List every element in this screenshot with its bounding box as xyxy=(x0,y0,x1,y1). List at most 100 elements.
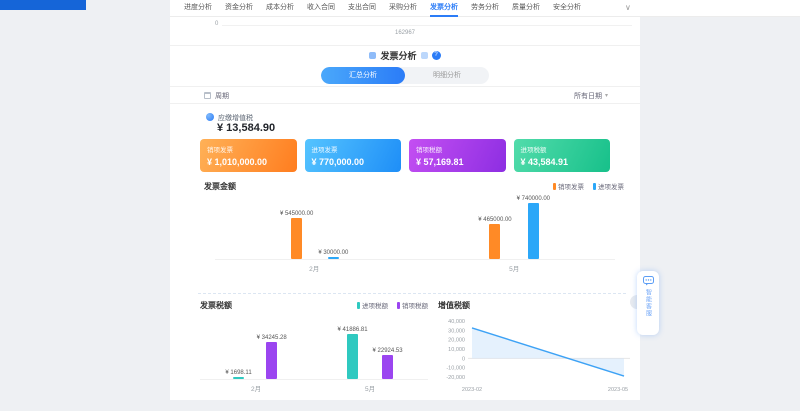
bar-进项税额 xyxy=(233,377,245,379)
svg-text:2023-05: 2023-05 xyxy=(608,387,628,393)
divider xyxy=(170,86,640,87)
bar-value-label: ¥ 465000.00 xyxy=(478,217,512,223)
tab-采购分析[interactable]: 采购分析 xyxy=(389,3,417,11)
period-label: 周期 xyxy=(215,92,229,100)
tab-成本分析[interactable]: 成本分析 xyxy=(266,3,294,11)
svg-text:0: 0 xyxy=(462,356,465,362)
bar-group: ¥ 1698.11 ¥ 34245.28 2月 xyxy=(225,317,286,393)
summary-cards: 销项发票 ¥ 1,010,000.00 进项发票 ¥ 770,000.00 销项税额 ¥ … xyxy=(200,139,610,172)
chart-title-invoice-tax: 发票税额 xyxy=(200,300,232,310)
partial-gridline xyxy=(222,25,632,26)
legend-label: 销项发票 xyxy=(558,184,584,191)
svg-text:-20,000: -20,000 xyxy=(446,375,465,381)
x-axis-label: 5月 xyxy=(509,266,520,273)
invoice-tax-chart: 发票税额 进项税额 销项税额 ¥ 1698.11 ¥ 34245.28 2月 ¥ 418… xyxy=(200,299,428,411)
card-value: ¥ 1,010,000.00 xyxy=(207,157,268,167)
date-range-dropdown[interactable]: 所有日期 ▾ xyxy=(574,91,608,101)
tab-资金分析[interactable]: 资金分析 xyxy=(225,3,253,11)
chart-legend: 进项税额 销项税额 xyxy=(357,300,428,310)
card-value: ¥ 770,000.00 xyxy=(311,157,365,167)
card-label: 进项发票 xyxy=(311,147,338,154)
bar-value-label: ¥ 740000.00 xyxy=(516,196,551,202)
invoice-amount-bars: ¥ 545000.00 ¥ 30000.00 2月 ¥ 465000.00 ¥ 7400… xyxy=(215,193,615,277)
svg-text:2023-02: 2023-02 xyxy=(462,387,482,393)
legend-marker xyxy=(593,182,596,190)
divider xyxy=(170,45,640,46)
dashed-divider xyxy=(198,293,626,294)
card-label: 销项发票 xyxy=(207,147,233,154)
tab-安全分析[interactable]: 安全分析 xyxy=(553,3,581,11)
bar-进项发票 xyxy=(527,203,539,259)
bar-销项发票 xyxy=(489,224,501,259)
analysis-tabs: 进度分析 资金分析 成本分析 收入合同 支出合同 采购分析 发票分析 劳务分析 质量分析 安全分析… xyxy=(170,0,800,17)
x-axis-line xyxy=(200,379,428,380)
assistant-button[interactable]: 智能客服 xyxy=(637,271,659,335)
card-label: 销项税额 xyxy=(416,147,442,154)
partial-chart-value: 162967 xyxy=(394,30,416,36)
filter-row: 周期 所有日期 ▾ xyxy=(204,89,608,102)
divider xyxy=(170,103,640,104)
svg-text:40,000: 40,000 xyxy=(448,319,465,325)
doc-icon xyxy=(369,52,377,59)
card-value: ¥ 43,584.91 xyxy=(520,157,569,167)
legend-item-进项税额[interactable]: 进项税额 xyxy=(357,300,388,310)
legend-label: 进项税额 xyxy=(362,303,388,310)
bar-销项税额 xyxy=(382,355,394,379)
svg-text:10,000: 10,000 xyxy=(448,347,465,353)
svg-text:20,000: 20,000 xyxy=(448,338,465,344)
tab-质量分析[interactable]: 质量分析 xyxy=(512,3,540,11)
calendar-icon xyxy=(204,92,211,99)
x-axis-label: 2月 xyxy=(250,386,262,393)
bar-group: ¥ 465000.00 ¥ 740000.00 5月 xyxy=(478,193,550,273)
tab-支出合同[interactable]: 支出合同 xyxy=(348,3,376,11)
chart-icon xyxy=(420,52,428,59)
legend-marker xyxy=(357,301,360,309)
toggle-汇总分析[interactable]: 汇总分析 xyxy=(321,67,405,84)
card-label: 进项税额 xyxy=(520,147,547,154)
vat-line-chart: 增值税额 40,000 30,000 20,000 10,000 0 -10,000 -20… xyxy=(438,299,630,411)
summary-card: 销项税额 ¥ 57,169.81 xyxy=(409,139,506,172)
toggle-明细分析[interactable]: 明细分析 xyxy=(433,72,461,79)
x-axis-label: 5月 xyxy=(364,386,376,393)
summary-card: 进项发票 ¥ 770,000.00 xyxy=(304,139,401,172)
tab-发票分析[interactable]: 发票分析 xyxy=(430,0,458,17)
vat-line-svg: 40,000 30,000 20,000 10,000 0 -10,000 -20,000 2… xyxy=(446,319,630,393)
tab-劳务分析[interactable]: 劳务分析 xyxy=(471,3,499,11)
legend-item-销项税额[interactable]: 销项税额 xyxy=(397,300,428,310)
tab-收入合同[interactable]: 收入合同 xyxy=(307,3,335,11)
invoice-tax-bars: ¥ 1698.11 ¥ 34245.28 2月 ¥ 41886.81 ¥ 22924.5… xyxy=(200,317,428,397)
vat-line-plot: 40,000 30,000 20,000 10,000 0 -10,000 -20,000 2… xyxy=(438,311,630,404)
vat-payable-label: 应缴增值税 xyxy=(218,115,253,122)
legend-item-进项发票[interactable]: 进项发票 xyxy=(593,181,624,191)
summary-card: 销项发票 ¥ 1,010,000.00 xyxy=(200,139,297,172)
analysis-mode-toggle: 汇总分析 明细分析 xyxy=(321,67,489,84)
help-icon[interactable]: ? xyxy=(431,51,441,60)
legend-label: 销项税额 xyxy=(402,303,428,310)
svg-text:-10,000: -10,000 xyxy=(446,366,465,372)
legend-item-销项发票[interactable]: 销项发票 xyxy=(553,181,584,191)
bar-value-label: ¥ 545000.00 xyxy=(279,211,314,217)
x-axis-label: 2月 xyxy=(309,266,320,273)
chat-bubble-icon xyxy=(642,276,654,286)
summary-card: 进项税额 ¥ 43,584.91 xyxy=(513,139,610,172)
bar-value-label: ¥ 22924.53 xyxy=(372,348,403,354)
card-value: ¥ 57,169.81 xyxy=(416,157,464,167)
assistant-handle[interactable] xyxy=(630,295,637,309)
date-range-label: 所有日期 xyxy=(573,92,602,100)
bar-进项发票 xyxy=(327,257,339,259)
tab-进度分析[interactable]: 进度分析 xyxy=(184,3,212,11)
bar-group: ¥ 545000.00 ¥ 30000.00 2月 xyxy=(280,193,348,273)
x-axis-line xyxy=(215,259,615,260)
legend-marker xyxy=(397,301,400,309)
top-left-blue-bar xyxy=(0,0,86,10)
vat-payable-value: ¥ 13,584.90 xyxy=(217,122,276,134)
page-header: 发票分析 ? xyxy=(170,49,640,62)
bar-value-label: ¥ 41886.81 xyxy=(337,327,368,333)
legend-label: 进项发票 xyxy=(598,184,624,191)
bar-value-label: ¥ 30000.00 xyxy=(318,250,349,256)
bar-value-label: ¥ 34245.28 xyxy=(256,335,287,341)
invoice-analysis-panel: 0 162967 发票分析 ? 汇总分析 明细分析 周期 所有日期 ▾ 应缴增值税… xyxy=(170,17,640,400)
partial-axis-zero: 0 xyxy=(215,21,219,27)
bar-value-label: ¥ 1698.11 xyxy=(225,370,252,376)
chevron-down-icon[interactable]: ∨ xyxy=(625,3,631,12)
